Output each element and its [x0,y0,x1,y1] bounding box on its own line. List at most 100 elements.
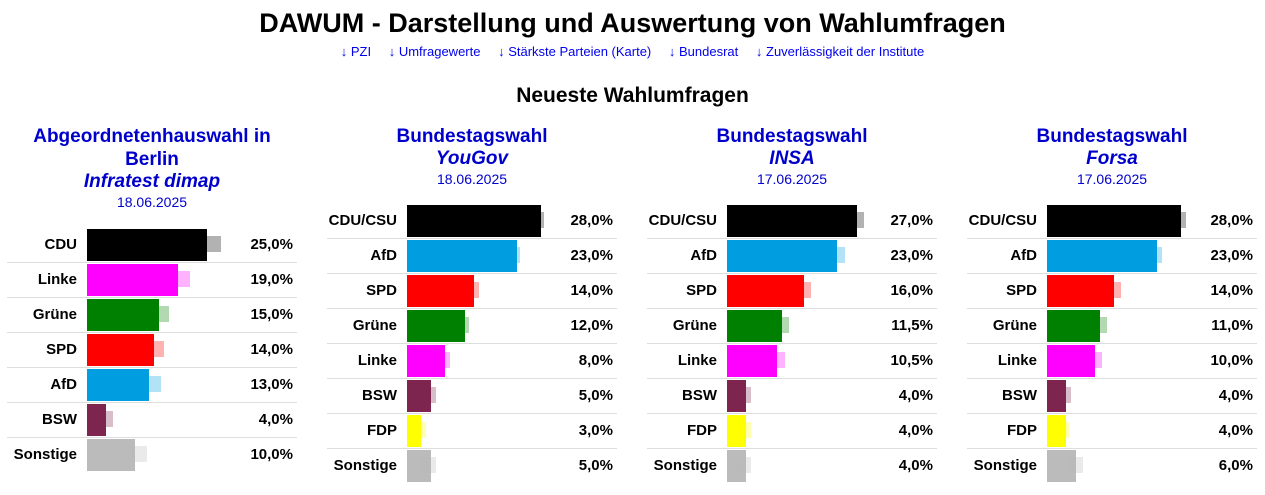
previous-value-marker [175,271,190,287]
nav-link-zuverlaessigkeit[interactable]: ↓ Zuverlässigkeit der Institute [755,44,925,59]
bar-cdu-csu[interactable] [407,205,541,237]
bar-bsw[interactable] [1047,380,1066,412]
party-label: CDU/CSU [648,212,717,229]
previous-value-marker [770,352,785,368]
poll-bars: CDU/CSU 27,0% AfD 23,0% SPD 16,0% Grüne 11,5% Li… [647,204,937,483]
previous-value-marker [774,317,789,333]
value-label: 10,0% [250,446,293,463]
poll-bars: CDU 25,0% Linke 19,0% Grüne 15,0% SPD 14,0% AfD 1… [7,228,297,472]
previous-value-marker [1087,352,1102,368]
value-label: 4,0% [898,457,933,474]
bar-afd[interactable] [87,369,149,401]
previous-value-marker [464,282,479,298]
bar-sonstige[interactable] [407,450,431,482]
value-label: 5,0% [578,387,613,404]
bar-linke[interactable] [1047,345,1095,377]
bar-afd[interactable] [407,240,517,272]
bar-row-bsw: BSW 5,0% [327,379,617,414]
party-label: SPD [366,282,397,299]
value-label: 5,0% [578,457,613,474]
bar-bsw[interactable] [727,380,746,412]
bar-row-fdp: FDP 3,0% [327,414,617,449]
value-label: 16,0% [890,282,933,299]
bar-cdu[interactable] [87,229,207,261]
previous-value-marker [1171,212,1186,228]
previous-value-marker [132,446,147,462]
value-label: 14,0% [250,341,293,358]
poll-title[interactable]: Bundestagswahl [716,126,868,147]
bar-row-cdu: CDU 25,0% [7,228,297,263]
previous-value-marker [411,422,426,438]
bar-row-bsw: BSW 4,0% [647,379,937,414]
previous-value-marker [1092,317,1107,333]
bar-fdp[interactable] [407,415,421,447]
poll-date: 17.06.2025 [756,171,828,187]
bar-row-cdu-csu: CDU/CSU 28,0% [967,204,1257,239]
nav-link-pzi[interactable]: ↓ PZI [340,44,372,59]
bar-row-afd: AfD 23,0% [967,239,1257,274]
poll-panel-yougov: Bundestagswahl YouGov 18.06.2025 CDU/CSU… [327,125,617,482]
poll-title[interactable]: Bundestagswahl [396,126,548,147]
party-label: AfD [690,247,717,264]
poll-panel-berlin: Abgeordnetenhauswahl in Berlin Infratest… [7,125,297,471]
poll-title[interactable]: Abgeordnetenhauswahl in Berlin [33,126,271,170]
party-label: BSW [42,411,77,428]
previous-value-marker [149,341,164,357]
bar-bsw[interactable] [87,404,106,436]
bar-linke[interactable] [727,345,777,377]
value-label: 12,0% [570,317,613,334]
bar-sonstige[interactable] [87,439,135,471]
bar-cdu-csu[interactable] [1047,205,1181,237]
poll-institute[interactable]: YouGov [435,148,509,169]
nav-link-bundesrat[interactable]: ↓ Bundesrat [668,44,739,59]
bar-row-spd: SPD 16,0% [647,274,937,309]
party-label: FDP [687,422,717,439]
nav-link-umfragewerte[interactable]: ↓ Umfragewerte [388,44,481,59]
previous-value-marker [435,352,450,368]
poll-institute[interactable]: INSA [769,148,815,169]
bar-linke[interactable] [407,345,445,377]
bar-bsw[interactable] [407,380,431,412]
bar-linke[interactable] [87,264,178,296]
value-label: 4,0% [898,387,933,404]
party-label: Grüne [32,306,77,323]
poll-title[interactable]: Bundestagswahl [1036,126,1188,147]
bar-spd[interactable] [87,334,154,366]
party-label: CDU/CSU [328,212,397,229]
poll-institute[interactable]: Infratest dimap [83,171,221,192]
previous-value-marker [146,376,161,392]
bar-sonstige[interactable] [727,450,746,482]
bar-fdp[interactable] [1047,415,1066,447]
bar-row-sonstige: Sonstige 6,0% [967,449,1257,483]
bar-spd[interactable] [407,275,474,307]
previous-value-marker [206,236,221,252]
poll-institute[interactable]: Forsa [1086,148,1138,169]
bar-spd[interactable] [1047,275,1114,307]
bar-gr-ne[interactable] [1047,310,1100,342]
bar-gr-ne[interactable] [87,299,159,331]
value-label: 11,5% [891,317,933,334]
bar-gr-ne[interactable] [407,310,465,342]
previous-value-marker [849,212,864,228]
bar-row-gr-ne: Grüne 12,0% [327,309,617,344]
previous-value-marker [736,457,751,473]
value-label: 11,0% [1211,317,1253,334]
previous-value-marker [421,387,436,403]
bar-gr-ne[interactable] [727,310,782,342]
bar-fdp[interactable] [727,415,746,447]
bar-row-gr-ne: Grüne 11,5% [647,309,937,344]
value-label: 15,0% [250,306,293,323]
bar-row-spd: SPD 14,0% [7,333,297,368]
nav-link-staerkste-parteien[interactable]: ↓ Stärkste Parteien (Karte) [498,44,652,59]
bar-row-cdu-csu: CDU/CSU 28,0% [327,204,617,239]
bar-spd[interactable] [727,275,804,307]
bar-row-spd: SPD 14,0% [967,274,1257,309]
bar-cdu-csu[interactable] [727,205,857,237]
party-label: FDP [1007,422,1037,439]
bar-afd[interactable] [1047,240,1157,272]
bar-afd[interactable] [727,240,837,272]
bar-sonstige[interactable] [1047,450,1076,482]
party-label: SPD [1006,282,1037,299]
value-label: 4,0% [258,411,293,428]
party-label: Sonstige [333,457,397,474]
